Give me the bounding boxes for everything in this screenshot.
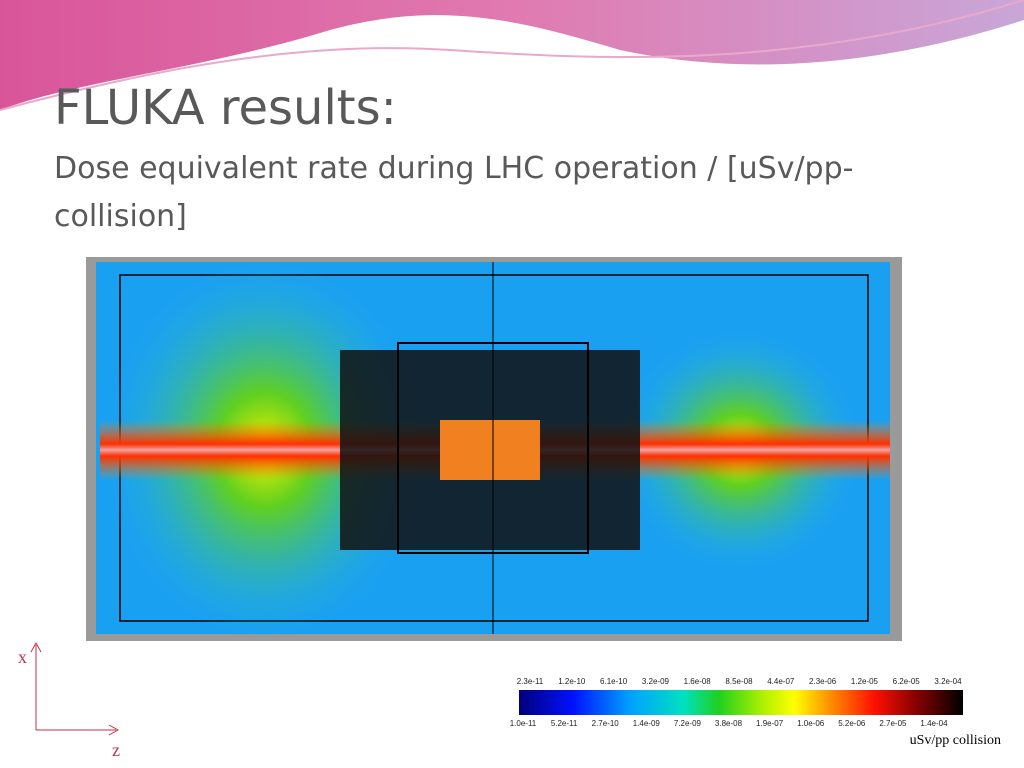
colorbar-bottom-label: 1.0e-11 xyxy=(510,719,537,728)
colorbar-top-label: 6.2e-05 xyxy=(893,677,921,686)
colorbar-bottom-label: 3.8e-08 xyxy=(715,719,743,728)
colorbar-top-label: 3.2e-09 xyxy=(642,677,670,686)
colorbar-bottom-label: 5.2e-06 xyxy=(838,719,866,728)
colorbar-top-label: 2.3e-11 xyxy=(517,677,544,686)
axis-label-z: z xyxy=(112,740,120,760)
colorbar-bottom-label: 1.0e-06 xyxy=(797,719,825,728)
colorbar-bottom-label: 1.4e-09 xyxy=(633,719,661,728)
colorbar-top-label: 6.1e-10 xyxy=(600,677,628,686)
colorbar-top-label: 1.2e-05 xyxy=(851,677,879,686)
colorbar-top-label: 4.4e-07 xyxy=(767,677,795,686)
header-wave xyxy=(0,0,1024,110)
subtitle-line: Dose equivalent rate during LHC operatio… xyxy=(54,151,853,186)
subtitle-line: collision] xyxy=(54,199,187,234)
colorbar-top-label: 2.3e-06 xyxy=(809,677,837,686)
colorbar-top-label: 1.2e-10 xyxy=(558,677,586,686)
colorbar-bottom-label: 1.9e-07 xyxy=(756,719,784,728)
title: FLUKA results: xyxy=(54,80,397,136)
colorbar-bottom-label: 7.2e-09 xyxy=(674,719,702,728)
axes-indicator: x z xyxy=(18,641,120,760)
colorbar xyxy=(519,690,963,715)
dose-map xyxy=(86,257,902,641)
colorbar-bottom-label: 2.7e-10 xyxy=(592,719,620,728)
colorbar-unit: uSv/pp collision xyxy=(910,733,1001,748)
colorbar-top-label: 3.2e-04 xyxy=(934,677,962,686)
colorbar-top-label: 1.6e-08 xyxy=(684,677,712,686)
subtitle: Dose equivalent rate during LHC operatio… xyxy=(54,151,853,234)
header-line xyxy=(0,0,1024,111)
colorbar-bottom-label: 2.7e-05 xyxy=(879,719,907,728)
colorbar-top-label: 8.5e-08 xyxy=(725,677,753,686)
colorbar-bottom-label: 5.2e-11 xyxy=(551,719,578,728)
colorbar-bottom-label: 1.4e-04 xyxy=(920,719,948,728)
axis-label-x: x xyxy=(18,647,27,667)
